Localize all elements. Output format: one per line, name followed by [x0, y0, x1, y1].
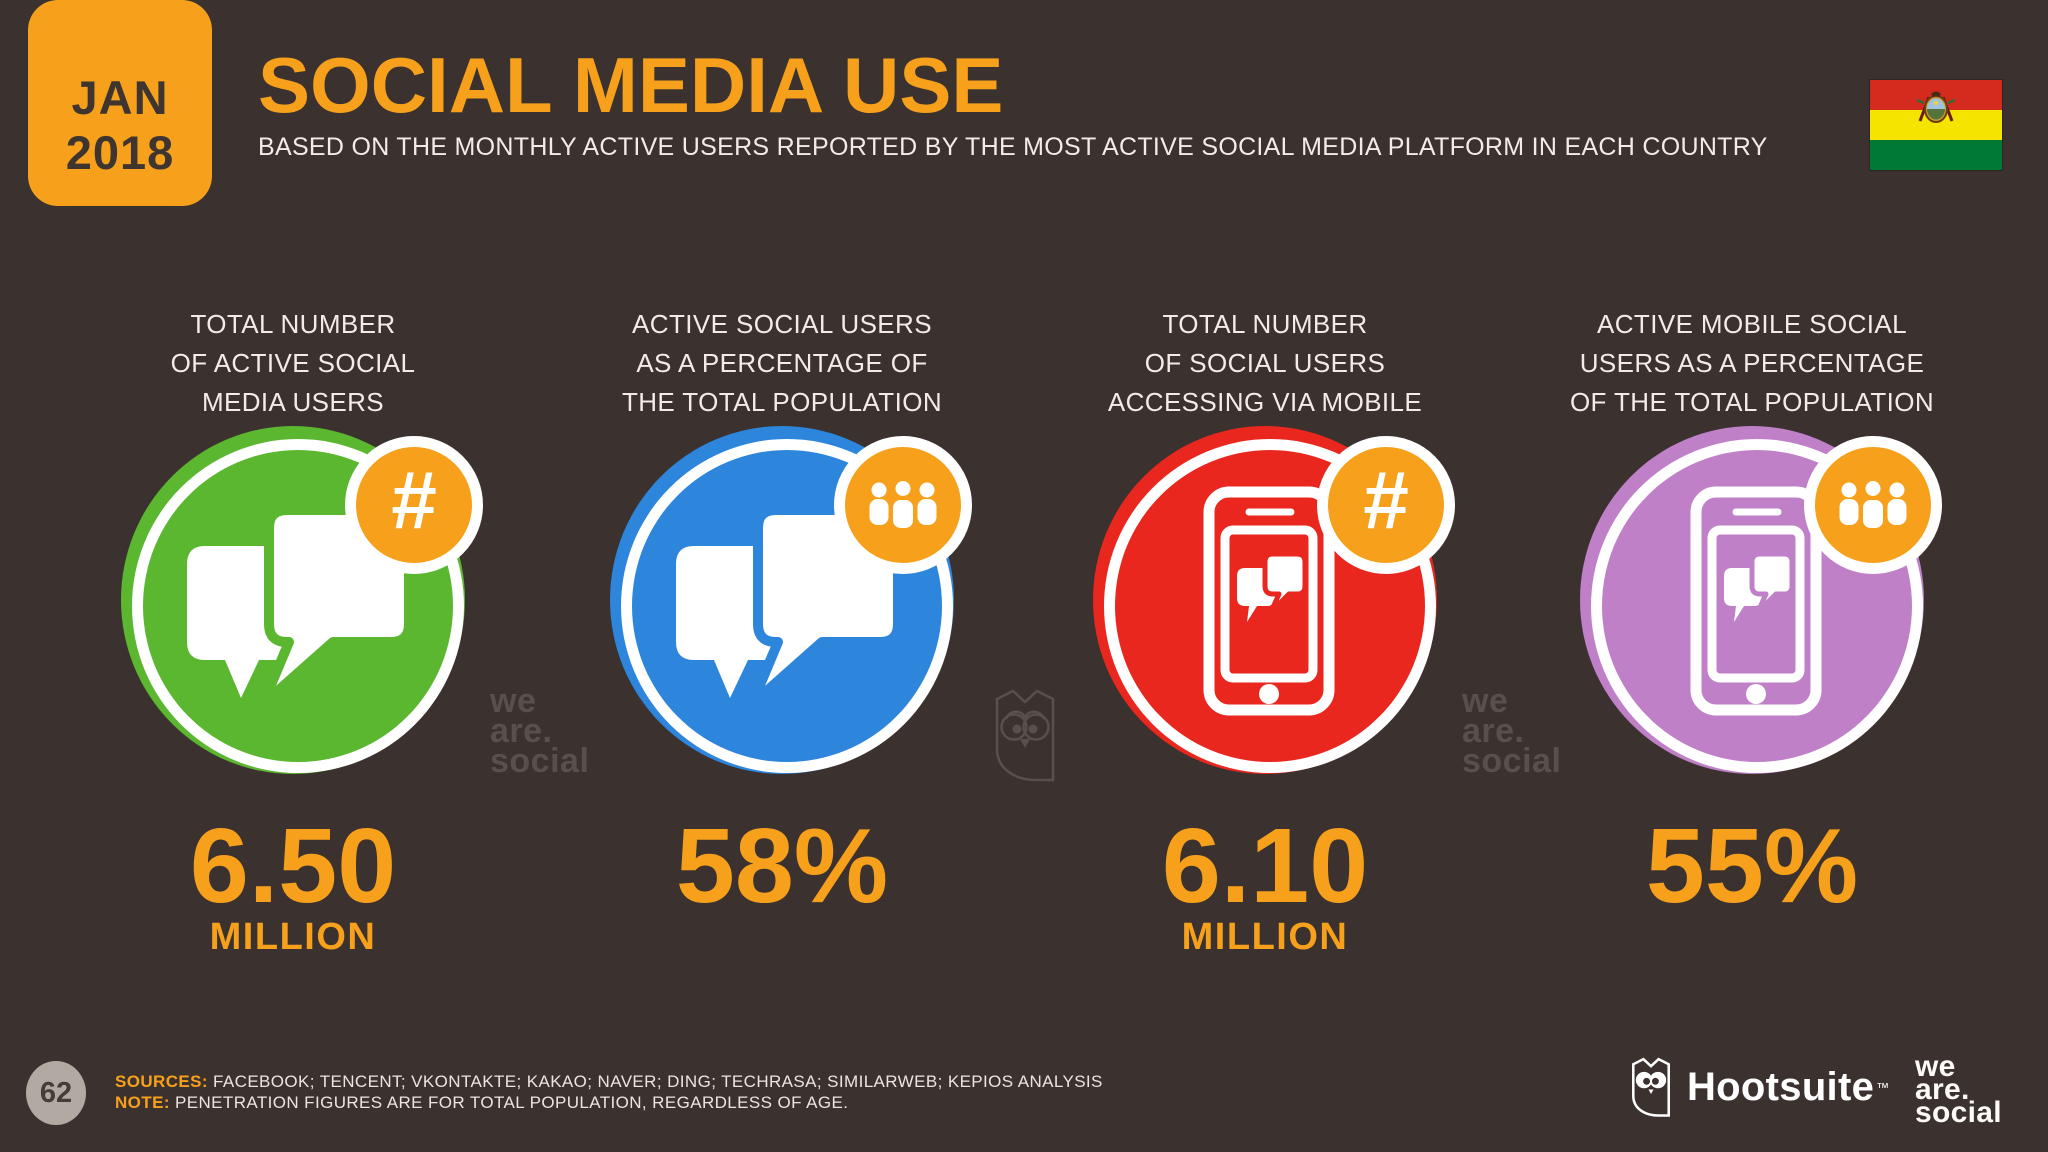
date-badge: JAN 2018	[28, 0, 212, 206]
mobile-chat-icon	[1203, 486, 1335, 716]
stat-unit: MILLION	[1181, 916, 1349, 958]
column-title-line: OF THE TOTAL POPULATION	[1569, 386, 1935, 417]
people-icon	[1839, 479, 1907, 531]
stat-circle-green: #	[121, 426, 483, 776]
watermark-line: social	[490, 742, 590, 780]
stat-column-mobile-social-users: TOTAL NUMBER OF SOCIAL USERS ACCESSING V…	[1025, 0, 1505, 1152]
column-title-line: THE TOTAL POPULATION	[621, 386, 943, 417]
note-line: NOTE: PENETRATION FIGURES ARE FOR TOTAL …	[115, 1092, 1103, 1113]
column-title-line: TOTAL NUMBER	[1162, 308, 1368, 339]
note-label: NOTE:	[115, 1093, 170, 1112]
bolivia-flag-icon	[1870, 80, 2002, 170]
watermark-line: are.	[1462, 712, 1525, 750]
date-year: 2018	[65, 126, 175, 179]
page-number-badge: 62	[26, 1061, 86, 1125]
stat-column-mobile-social-penetration: ACTIVE MOBILE SOCIAL USERS AS A PERCENTA…	[1512, 0, 1992, 1152]
was-logo-line: are.	[1915, 1073, 1970, 1106]
watermark-line: we	[490, 682, 537, 720]
column-title-line: OF SOCIAL USERS	[1144, 347, 1386, 378]
note-text: PENETRATION FIGURES ARE FOR TOTAL POPULA…	[169, 1093, 849, 1112]
stat-circle-blue	[610, 426, 972, 776]
was-logo-line: social	[1915, 1096, 2002, 1129]
trademark-symbol: ™	[1876, 1079, 1890, 1095]
hootsuite-owl-icon	[1632, 1057, 1670, 1117]
watermark-line: social	[1462, 742, 1562, 780]
hootsuite-owl-watermark-icon	[995, 689, 1055, 782]
column-title: ACTIVE MOBILE SOCIAL USERS AS A PERCENTA…	[1512, 305, 1992, 422]
page-number: 62	[39, 1076, 73, 1109]
column-title: ACTIVE SOCIAL USERS AS A PERCENTAGE OF T…	[542, 305, 1022, 422]
title-block: SOCIAL MEDIA USE BASED ON THE MONTHLY AC…	[258, 42, 1768, 162]
we-are-social-watermark: we are. social	[1462, 682, 1562, 780]
hashtag-badge: #	[345, 436, 483, 574]
stat-circle-purple	[1580, 426, 1942, 776]
flag-stripe-green	[1870, 140, 2002, 170]
people-badge	[1804, 436, 1942, 574]
column-title-line: ACCESSING VIA MOBILE	[1107, 386, 1423, 417]
column-title-line: ACTIVE SOCIAL USERS	[632, 308, 932, 339]
sources-label: SOURCES:	[115, 1072, 208, 1091]
stat-value: 58%	[675, 807, 889, 925]
column-title-line: OF ACTIVE SOCIAL	[170, 347, 416, 378]
we-are-social-watermark: we are. social	[490, 682, 590, 780]
sources-line: SOURCES: FACEBOOK; TENCENT; VKONTAKTE; K…	[115, 1071, 1103, 1092]
hootsuite-wordmark: Hootsuite	[1687, 1064, 1875, 1109]
sources-text: FACEBOOK; TENCENT; VKONTAKTE; KAKAO; NAV…	[207, 1072, 1103, 1091]
coat-of-arms-icon	[1916, 91, 1956, 123]
people-badge	[834, 436, 972, 574]
was-logo-line: we	[1915, 1050, 1956, 1083]
column-title-line: MEDIA USERS	[201, 386, 385, 417]
stat-circle-red: #	[1093, 426, 1455, 776]
stat-value: 55%	[1645, 807, 1859, 925]
hashtag-badge: #	[1317, 436, 1455, 574]
date-month: JAN	[71, 71, 169, 124]
stat-value: 6.50	[189, 807, 397, 925]
people-icon	[869, 479, 937, 531]
mobile-chat-icon	[1690, 486, 1822, 716]
page-title: SOCIAL MEDIA USE	[258, 41, 1004, 129]
column-title-line: ACTIVE MOBILE SOCIAL	[1597, 308, 1907, 339]
watermark-line: are.	[490, 712, 553, 750]
stat-column-total-social-users: TOTAL NUMBER OF ACTIVE SOCIAL MEDIA USER…	[53, 0, 533, 1152]
page-subtitle: BASED ON THE MONTHLY ACTIVE USERS REPORT…	[258, 133, 1768, 161]
hootsuite-logo: Hootsuite ™	[1630, 1056, 1889, 1118]
column-title: TOTAL NUMBER OF SOCIAL USERS ACCESSING V…	[1025, 305, 1505, 422]
stat-value: 6.10	[1161, 807, 1369, 925]
stat-unit: MILLION	[209, 916, 377, 958]
column-title-line: AS A PERCENTAGE OF	[636, 347, 928, 378]
hashtag-icon: #	[1363, 455, 1409, 546]
stat-column-social-penetration: ACTIVE SOCIAL USERS AS A PERCENTAGE OF T…	[542, 0, 1022, 1152]
watermark-line: we	[1462, 682, 1509, 720]
hashtag-icon: #	[391, 455, 437, 546]
column-title: TOTAL NUMBER OF ACTIVE SOCIAL MEDIA USER…	[53, 305, 533, 422]
column-title-line: TOTAL NUMBER	[190, 308, 396, 339]
footer-sources: SOURCES: FACEBOOK; TENCENT; VKONTAKTE; K…	[115, 1071, 1103, 1113]
we-are-social-logo: we are. social	[1915, 1050, 2002, 1129]
column-title-line: USERS AS A PERCENTAGE	[1579, 347, 1925, 378]
